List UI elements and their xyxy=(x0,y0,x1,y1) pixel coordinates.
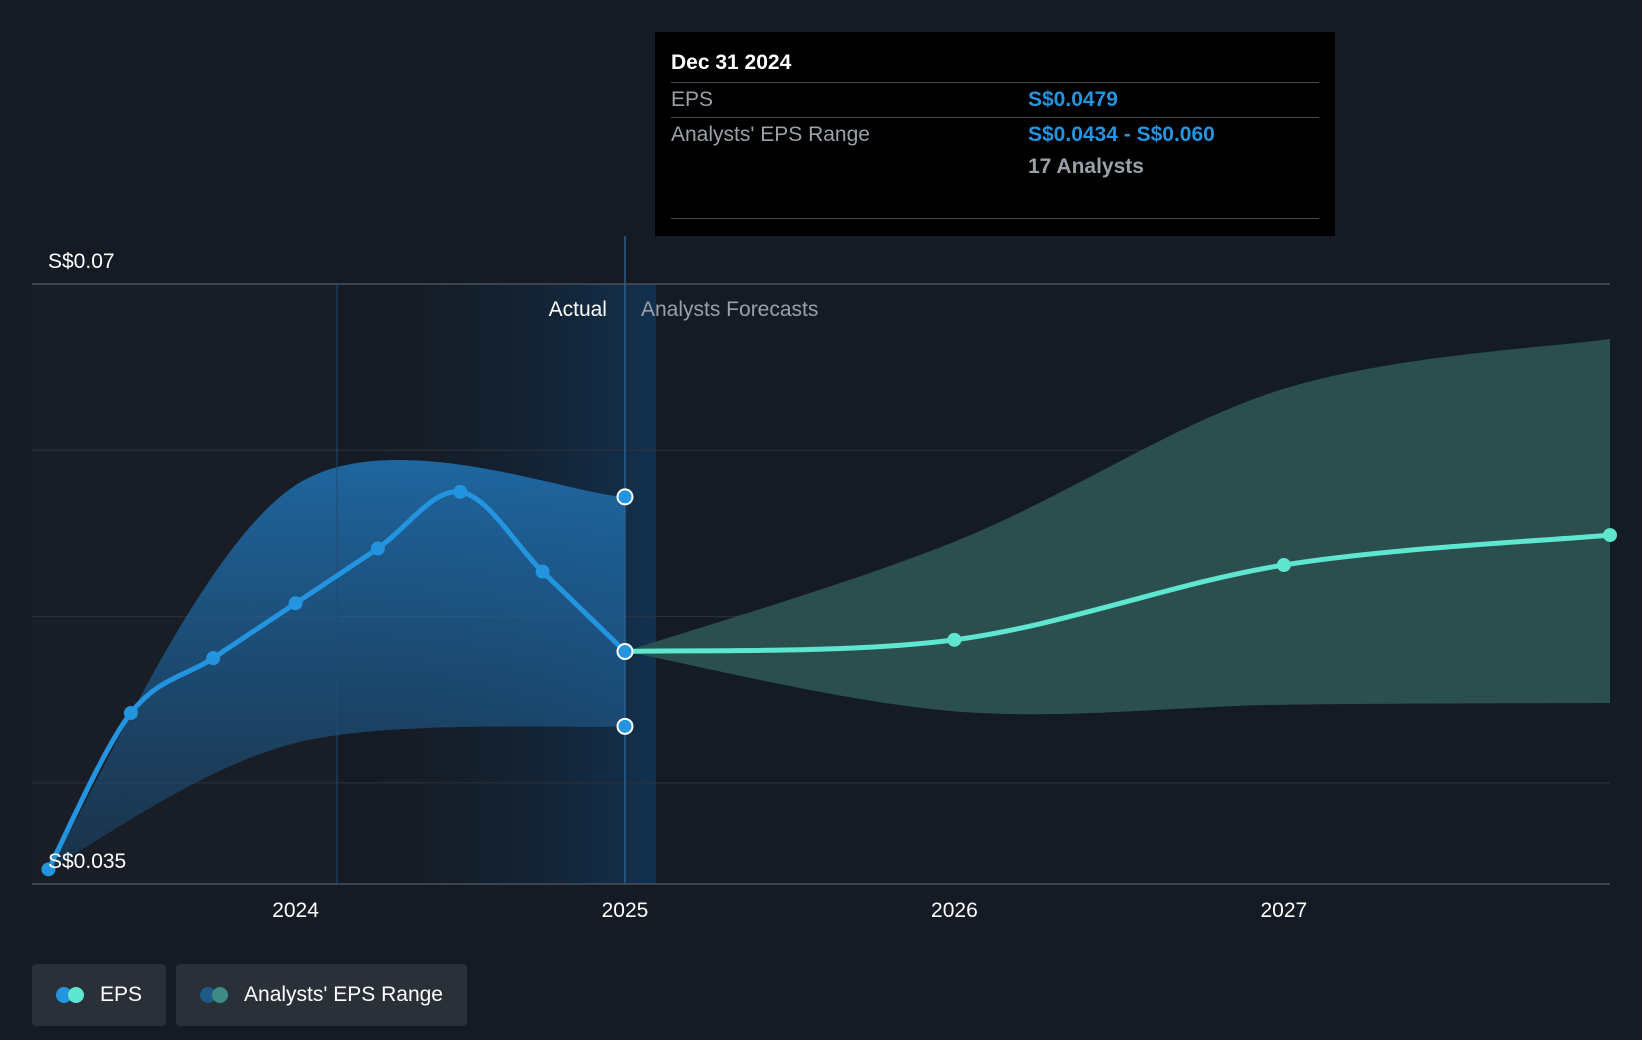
y-axis-bottom-label: S$0.035 xyxy=(48,850,126,873)
eps-forecast-point[interactable] xyxy=(1276,558,1291,573)
eps-legend-icon xyxy=(56,987,86,1003)
tooltip: Dec 31 2024 EPS S$0.0479 Analysts' EPS R… xyxy=(655,32,1335,236)
current-eps-marker[interactable] xyxy=(616,642,634,660)
eps-forecast-point[interactable] xyxy=(1603,528,1617,543)
tooltip-range-row: Analysts' EPS Range S$0.0434 - S$0.060 xyxy=(671,118,1319,152)
legend-item-eps-range[interactable]: Analysts' EPS Range xyxy=(176,964,467,1026)
eps-actual-point[interactable] xyxy=(41,862,56,877)
tooltip-analysts-count: 17 Analysts xyxy=(1028,155,1144,178)
tooltip-divider xyxy=(671,218,1319,219)
tooltip-eps-value: S$0.0479 xyxy=(1028,88,1118,111)
tooltip-range-label: Analysts' EPS Range xyxy=(671,123,870,146)
actual-section-label: Actual xyxy=(549,298,607,321)
tooltip-eps-label: EPS xyxy=(671,88,714,111)
legend: EPS Analysts' EPS Range xyxy=(32,964,467,1026)
eps-actual-point[interactable] xyxy=(370,541,385,556)
tooltip-eps-row: EPS S$0.0479 xyxy=(671,83,1319,118)
eps-actual-point[interactable] xyxy=(206,651,221,666)
y-axis-top-label: S$0.07 xyxy=(48,250,115,273)
eps-actual-point[interactable] xyxy=(288,596,303,611)
eps-actual-point[interactable] xyxy=(123,706,138,721)
x-tick-label: 2027 xyxy=(1260,899,1307,922)
range-high-marker[interactable] xyxy=(616,488,634,506)
x-tick-label: 2026 xyxy=(931,899,978,922)
eps-range-legend-icon xyxy=(200,987,230,1003)
forecast-section-label: Analysts Forecasts xyxy=(641,298,818,321)
range-low-marker[interactable] xyxy=(616,717,634,735)
tooltip-range-value: S$0.0434 - S$0.060 xyxy=(1028,123,1215,146)
legend-range-label: Analysts' EPS Range xyxy=(244,983,443,1006)
forecast-eps-range-area xyxy=(624,338,1610,715)
eps-actual-point[interactable] xyxy=(453,484,468,499)
eps-forecast-point[interactable] xyxy=(947,632,962,647)
legend-item-eps[interactable]: EPS xyxy=(32,964,167,1026)
tooltip-date: Dec 31 2024 xyxy=(671,48,1319,83)
eps-actual-point[interactable] xyxy=(535,564,550,579)
forecast-eps-line xyxy=(622,532,1613,654)
x-tick-label: 2024 xyxy=(272,899,319,922)
x-tick-label: 2025 xyxy=(602,899,649,922)
legend-eps-label: EPS xyxy=(100,983,143,1006)
